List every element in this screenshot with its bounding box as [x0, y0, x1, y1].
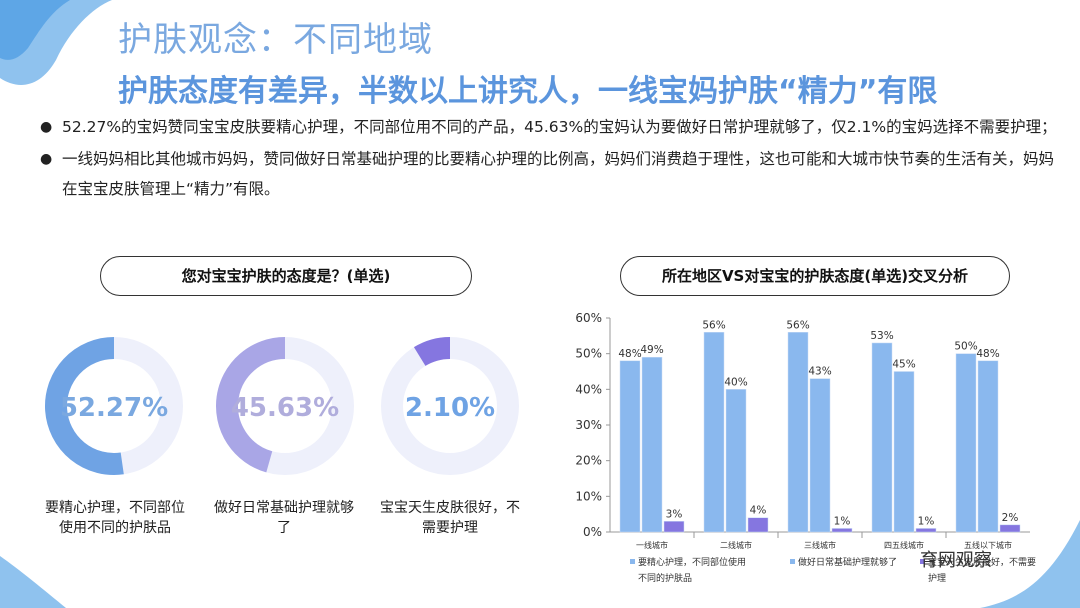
bar-data-label: 48%: [976, 348, 999, 360]
bar: [747, 517, 769, 533]
bullet-text: 一线妈妈相比其他城市妈妈，赞同做好日常基础护理的比要精心护理的比例高，妈妈们消费…: [62, 150, 1055, 198]
donut-ring: 52.27%: [45, 337, 183, 475]
bullet-list: ● 52.27%的宝妈赞同宝宝皮肤要精心护理，不同部位用不同的产品，45.63%…: [40, 112, 1060, 206]
legend-swatch: [790, 559, 795, 564]
bar: [663, 521, 685, 533]
x-tick-label: 五线以下城市: [964, 540, 1012, 550]
y-tick-label: 50%: [575, 347, 602, 361]
donut-chart-2: 2.10%: [380, 336, 520, 476]
bullet-item: ● 一线妈妈相比其他城市妈妈，赞同做好日常基础护理的比要精心护理的比例高，妈妈们…: [40, 144, 1060, 204]
bar: [871, 342, 893, 533]
bullet-dot-icon: ●: [40, 119, 53, 135]
donut-label: 宝宝天生皮肤很好，不需要护理: [380, 500, 520, 536]
donut-value: 45.63%: [231, 393, 339, 423]
x-tick-label: 三线城市: [804, 540, 836, 550]
legend-swatch: [920, 559, 925, 564]
bar-data-label: 56%: [786, 319, 809, 331]
donut-value: 52.27%: [60, 393, 168, 423]
x-tick-label: 四五线城市: [884, 540, 924, 550]
bar-data-label: 1%: [918, 515, 935, 527]
bar: [999, 524, 1021, 533]
bar: [641, 356, 663, 533]
donut-segment: [413, 337, 451, 367]
bar: [725, 389, 747, 533]
donut-ring: 45.63%: [216, 337, 354, 475]
donut-ring: 2.10%: [381, 337, 519, 475]
bar-data-label: 43%: [808, 366, 831, 378]
y-tick-label: 20%: [575, 454, 602, 468]
bar-chart: 0%10%20%30%40%50%60%一线城市48%49%3%二线城市56%4…: [575, 311, 1036, 584]
bar: [977, 360, 999, 533]
left-panel-heading: 您对宝宝护肤的态度是？(单选): [100, 256, 472, 296]
bar: [809, 378, 831, 533]
bar: [619, 360, 641, 533]
bar: [703, 332, 725, 533]
bar-data-label: 4%: [750, 505, 767, 517]
donut-segment: [45, 337, 124, 475]
donut-value: 2.10%: [405, 393, 495, 423]
bar-data-label: 40%: [724, 376, 747, 388]
bar-data-label: 2%: [1002, 512, 1019, 524]
y-tick-label: 0%: [583, 525, 602, 539]
legend-label: 要精心护理，不同部位使用不同的护肤品: [638, 556, 746, 584]
y-tick-label: 10%: [575, 489, 602, 503]
y-tick-label: 60%: [575, 311, 602, 325]
bar-data-label: 45%: [892, 359, 915, 371]
bullet-item: ● 52.27%的宝妈赞同宝宝皮肤要精心护理，不同部位用不同的产品，45.63%…: [40, 112, 1060, 142]
y-tick-label: 30%: [575, 418, 602, 432]
bar-data-label: 3%: [666, 508, 683, 520]
right-panel-heading: 所在地区VS对宝宝的护肤态度(单选)交叉分析: [620, 256, 1010, 296]
legend-label: 宝宝天生皮肤很好，不需要护理: [928, 556, 1036, 584]
bullet-text: 52.27%的宝妈赞同宝宝皮肤要精心护理，不同部位用不同的产品，45.63%的宝…: [62, 118, 1057, 136]
legend-label: 做好日常基础护理就够了: [798, 556, 897, 568]
bar-data-label: 48%: [618, 348, 641, 360]
donut-label: 做好日常基础护理就够了: [214, 500, 354, 536]
bar: [787, 332, 809, 533]
decor-top-left: [0, 0, 112, 85]
page-subtitle: 护肤态度有差异，半数以上讲究人，一线宝妈护肤“精力”有限: [118, 74, 938, 109]
bar: [915, 528, 937, 533]
donut-label: 要精心护理，不同部位使用不同的护肤品: [45, 500, 185, 536]
bar-data-label: 50%: [954, 341, 977, 353]
watermark: 育网观察: [920, 550, 992, 571]
bar-data-label: 49%: [640, 344, 663, 356]
y-tick-label: 40%: [575, 382, 602, 396]
donut-chart-0: 52.27%: [44, 336, 184, 476]
bar: [893, 371, 915, 533]
bar-data-label: 56%: [702, 319, 725, 331]
bar-data-label: 1%: [834, 515, 851, 527]
bar: [955, 353, 977, 533]
legend-swatch: [630, 559, 635, 564]
x-tick-label: 二线城市: [720, 540, 752, 550]
page-title: 护肤观念：不同地域: [118, 20, 433, 60]
donut-segment: [216, 337, 286, 473]
bar: [831, 528, 853, 533]
bar-data-label: 53%: [870, 330, 893, 342]
x-tick-label: 一线城市: [636, 540, 668, 550]
bullet-dot-icon: ●: [40, 151, 53, 167]
donut-chart-1: 45.63%: [215, 336, 355, 476]
decor-bottom-right: [980, 520, 1080, 608]
decor-bottom-left: [0, 556, 66, 608]
